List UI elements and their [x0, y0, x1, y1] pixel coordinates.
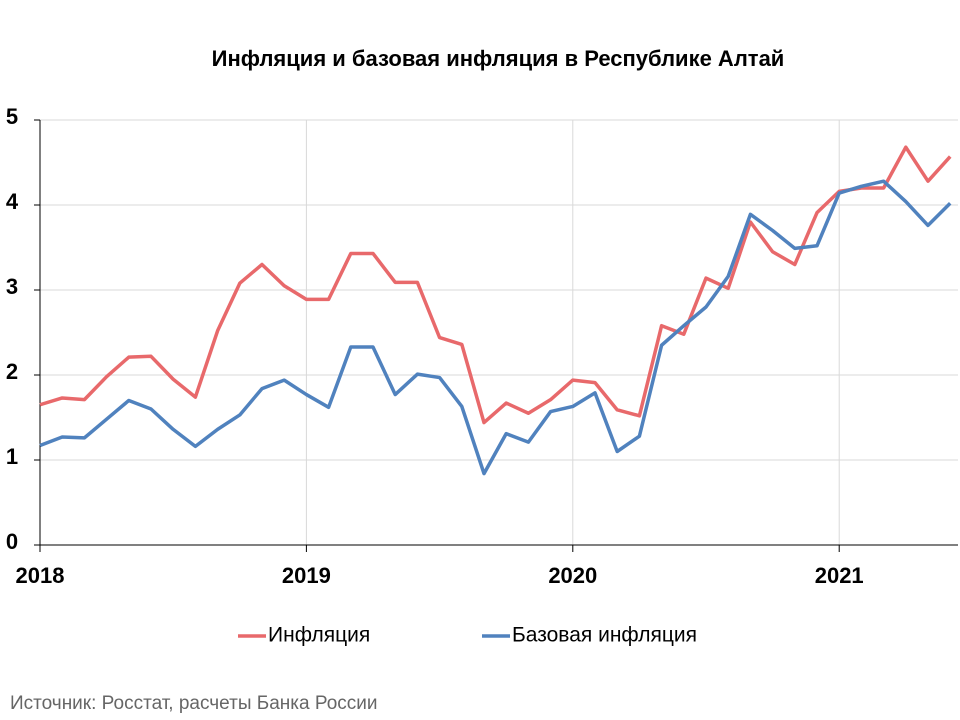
y-tick-label: 0: [6, 529, 18, 554]
legend-label: Инфляция: [268, 624, 370, 647]
x-tick-label: 2019: [282, 563, 331, 588]
y-tick-label: 3: [6, 274, 18, 299]
line-series: [39, 145, 952, 425]
line-series: [39, 179, 952, 476]
y-tick-label: 5: [6, 104, 18, 129]
x-tick-label: 2020: [548, 563, 597, 588]
y-tick-label: 2: [6, 359, 18, 384]
source-note: Источник: Росстат, расчеты Банка России: [10, 693, 378, 714]
x-tick-label: 2018: [16, 563, 65, 588]
x-tick-label: 2021: [815, 563, 864, 588]
y-tick-label: 4: [6, 189, 19, 214]
chart-title: Инфляция и базовая инфляция в Республике…: [212, 46, 785, 71]
y-tick-label: 1: [6, 444, 18, 469]
legend-label: Базовая инфляция: [512, 624, 697, 647]
